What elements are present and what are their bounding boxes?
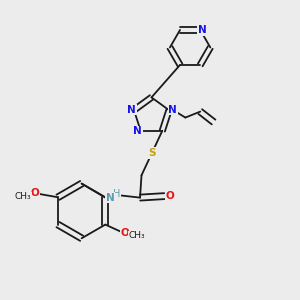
Text: N: N [168, 104, 177, 115]
Text: S: S [148, 148, 156, 158]
Text: N: N [198, 25, 206, 35]
Text: N: N [127, 104, 136, 115]
Text: CH₃: CH₃ [15, 192, 31, 201]
Text: O: O [31, 188, 40, 197]
Text: N: N [106, 193, 115, 202]
Text: H: H [113, 189, 121, 199]
Text: O: O [120, 228, 129, 238]
Text: O: O [165, 191, 174, 201]
Text: CH₃: CH₃ [129, 231, 146, 240]
Text: N: N [133, 126, 142, 136]
